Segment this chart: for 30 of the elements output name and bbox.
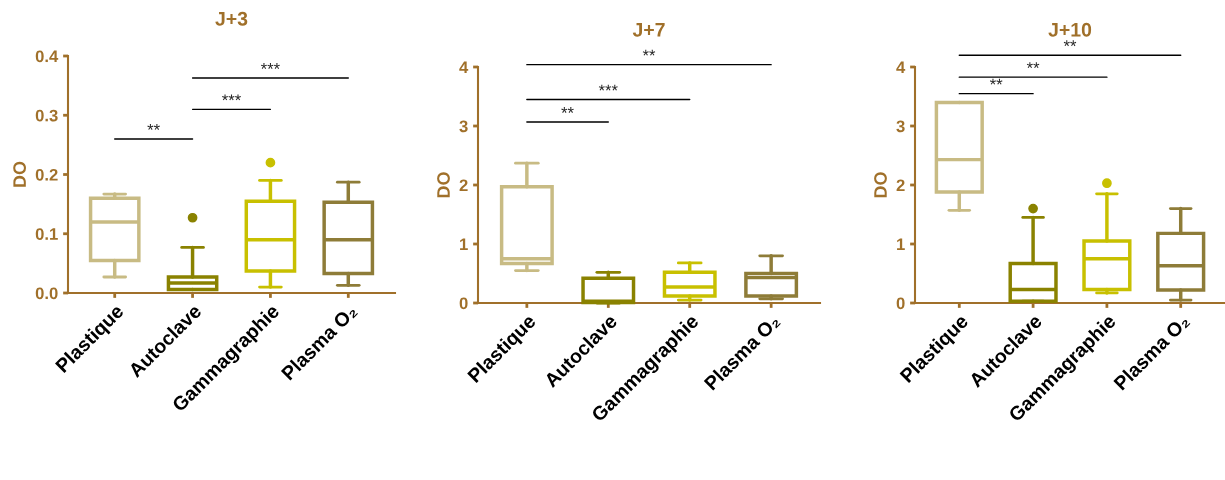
y-tick-label: 2 <box>459 179 468 192</box>
y-axis-title: DO <box>437 172 450 198</box>
annotation: ** <box>989 78 1003 85</box>
y-axis-title: DO <box>874 172 887 198</box>
y-tick-label: 2 <box>896 179 905 192</box>
chart-title: J+10 <box>1048 22 1092 37</box>
y-tick-label: 1 <box>460 238 468 251</box>
y-tick-label: 3 <box>459 120 468 133</box>
y-tick-label: 3 <box>896 120 905 133</box>
y-tick-label: 0.4 <box>35 50 59 63</box>
y-tick-label: 0.0 <box>35 287 58 300</box>
y-tick-label: 4 <box>896 61 906 74</box>
y-tick-label: 0 <box>896 297 905 310</box>
annotation: *** <box>222 94 241 101</box>
annotation: ** <box>1026 62 1040 69</box>
y-tick-label: 0.3 <box>35 109 58 122</box>
annotation: ** <box>561 107 574 113</box>
chart-title: J+7 <box>632 23 665 37</box>
annotation: ** <box>147 124 160 130</box>
annotation: *** <box>260 63 280 69</box>
text: ** <box>1063 40 1077 47</box>
y-tick-label: 4 <box>459 61 469 74</box>
text: ** <box>642 49 656 56</box>
y-tick-label: 1 <box>897 238 905 251</box>
y-axis-title: DO <box>13 161 26 187</box>
y-tick-label: 0.1 <box>35 228 58 240</box>
annotation: *** <box>598 84 618 91</box>
chart-title: J+3 <box>215 11 248 26</box>
y-tick-label: 0.2 <box>35 168 58 181</box>
y-tick-label: 0 <box>459 297 468 310</box>
